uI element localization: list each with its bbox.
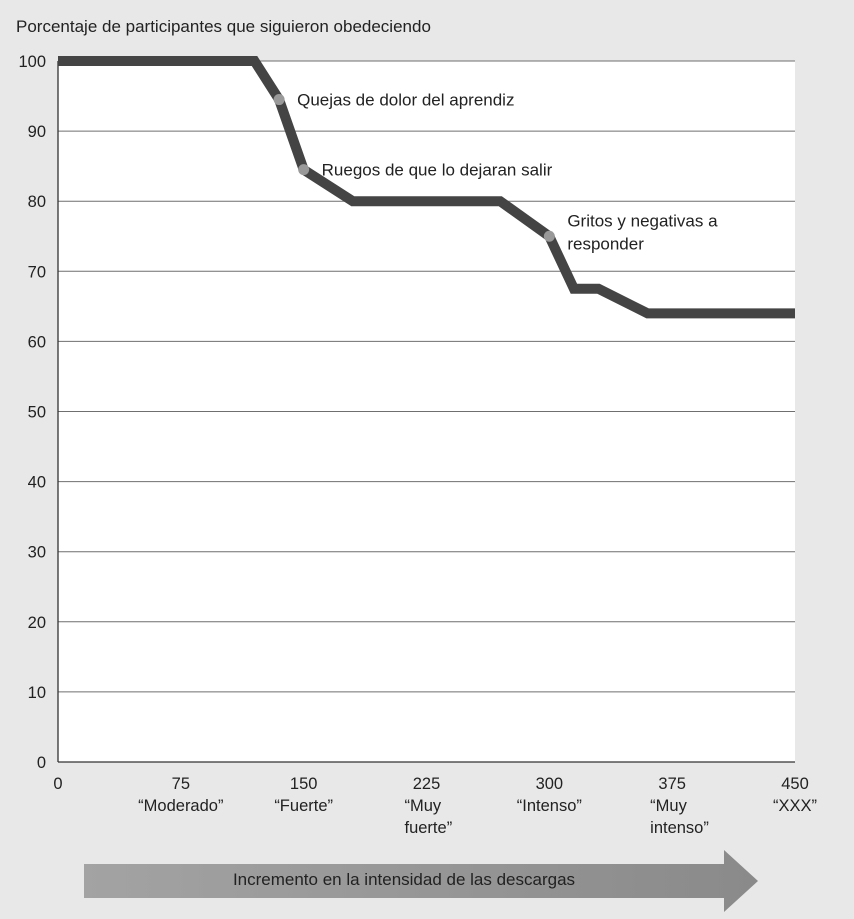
x-axis-ticks: 0 75 “Moderado” 150 “Fuerte” 225 “Muy fuerte” 30… xyxy=(53,775,817,837)
annotation-marker-0 xyxy=(273,94,285,106)
gridlines xyxy=(58,60,795,693)
x-category-label-450: “XXX” xyxy=(773,797,817,815)
annotation-label-1: Ruegos de que lo dejaran salir xyxy=(322,161,553,180)
x-tick-label-0: 0 xyxy=(53,775,62,793)
y-tick-label-90: 90 xyxy=(28,123,46,141)
y-tick-label-30: 30 xyxy=(28,544,46,562)
y-axis-title: Porcentaje de participantes que siguiero… xyxy=(16,17,431,36)
x-tick-label-450: 450 xyxy=(781,775,809,793)
x-tick-label-225: 225 xyxy=(413,775,441,793)
y-tick-label-100: 100 xyxy=(18,53,46,71)
y-tick-label-50: 50 xyxy=(28,404,46,422)
x-tick-label-300: 300 xyxy=(536,775,564,793)
y-tick-label-0: 0 xyxy=(37,754,46,772)
y-tick-label-80: 80 xyxy=(28,193,46,211)
annotation-marker-2 xyxy=(543,230,555,242)
x-tick-label-75: 75 xyxy=(172,775,190,793)
series-layer xyxy=(58,56,795,319)
y-tick-label-40: 40 xyxy=(28,474,46,492)
y-tick-label-60: 60 xyxy=(28,333,46,351)
annotation-label-0: Quejas de dolor del aprendiz xyxy=(297,91,514,110)
annotation-label-2: Gritos y negativas a responder xyxy=(567,211,718,253)
x-category-label-75: “Moderado” xyxy=(138,797,223,815)
x-category-label-150: “Fuerte” xyxy=(274,797,333,815)
y-axis-ticks: 0 10 20 30 40 50 60 70 80 90 100 xyxy=(18,53,46,772)
y-tick-label-70: 70 xyxy=(28,263,46,281)
x-category-label-375: “Muy intenso” xyxy=(650,797,709,837)
x-tick-label-375: 375 xyxy=(658,775,686,793)
intensity-arrow xyxy=(84,850,758,912)
y-tick-label-20: 20 xyxy=(28,614,46,632)
annotations: Quejas de dolor del aprendiz Ruegos de qu… xyxy=(273,91,718,253)
axes xyxy=(57,61,795,763)
x-tick-label-150: 150 xyxy=(290,775,318,793)
y-tick-label-10: 10 xyxy=(28,684,46,702)
x-category-label-300: “Intenso” xyxy=(517,797,582,815)
series-line-0 xyxy=(58,56,795,319)
annotation-marker-1 xyxy=(298,164,310,176)
x-category-label-225: “Muy fuerte” xyxy=(405,797,453,837)
